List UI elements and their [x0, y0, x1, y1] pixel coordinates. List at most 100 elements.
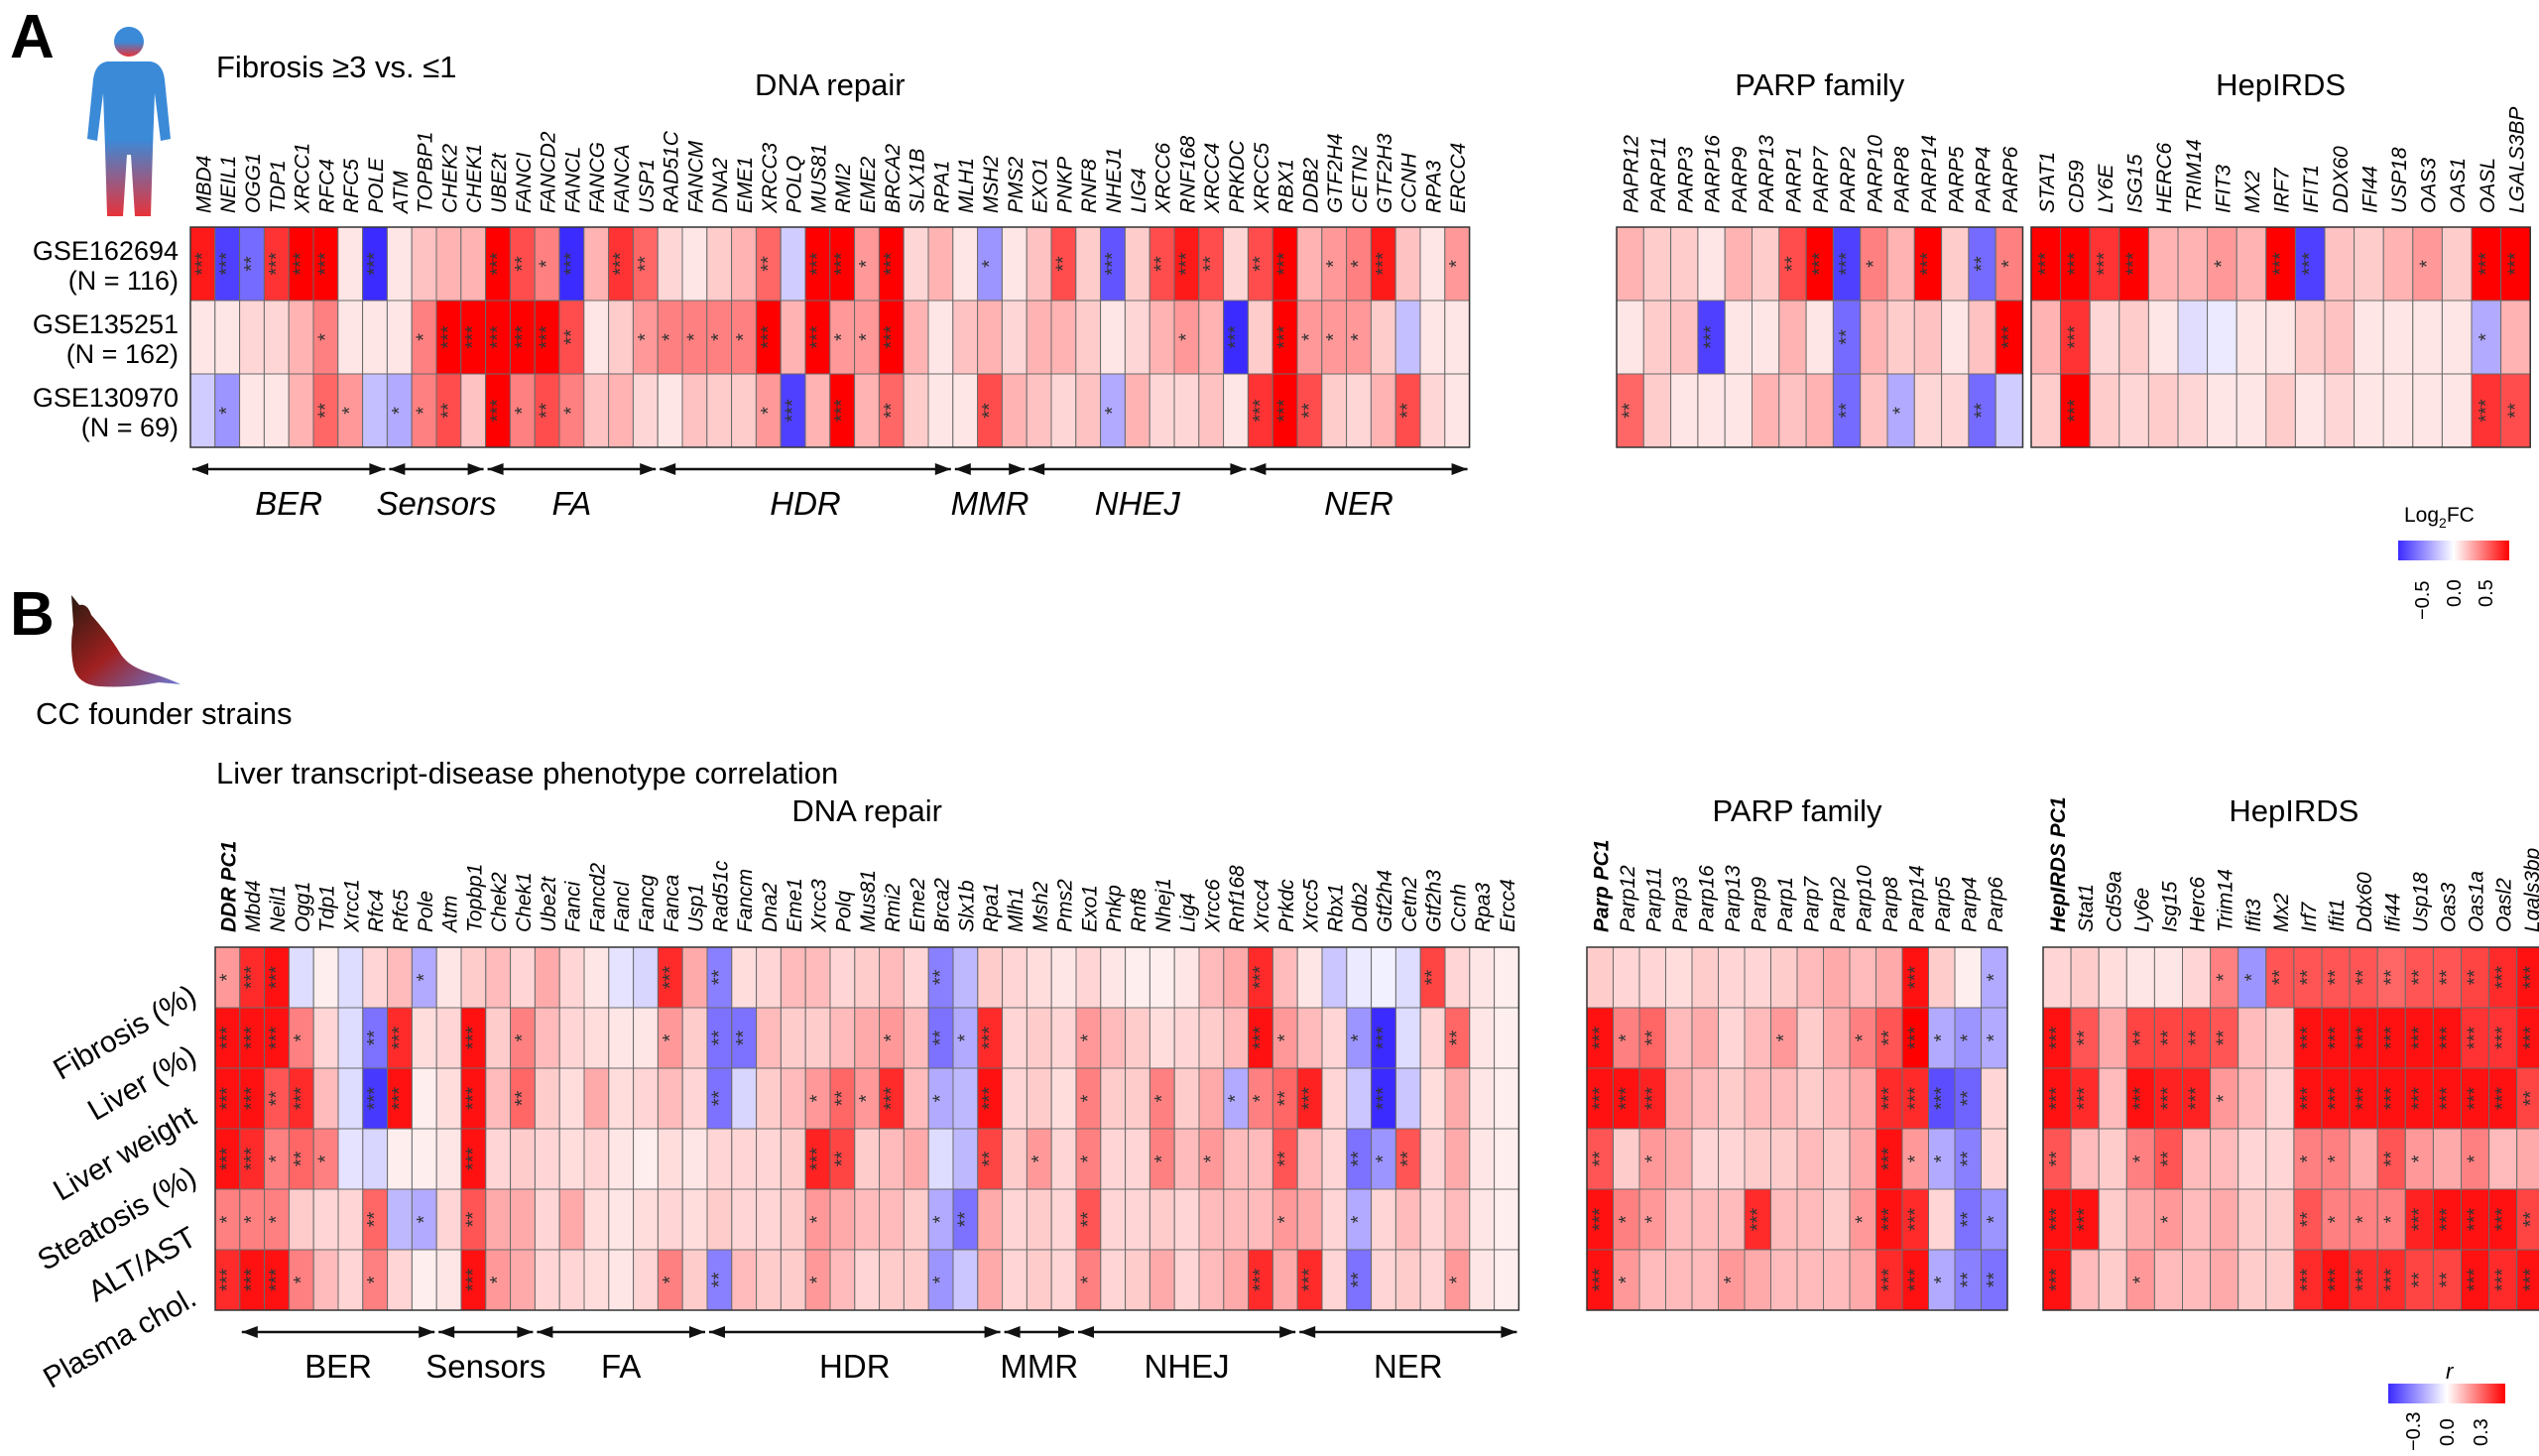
- heatmap-cell: [829, 1188, 856, 1251]
- significance-mark: ***: [191, 252, 213, 276]
- heatmap-cell: [1198, 946, 1225, 1009]
- significance-mark: *: [414, 407, 435, 415]
- heatmap-cell: [288, 1188, 314, 1251]
- heatmap-cell: [2070, 1249, 2100, 1311]
- significance-mark: *: [512, 1033, 534, 1041]
- heatmap-cell: [485, 946, 512, 1009]
- heatmap-cell: [558, 1067, 585, 1130]
- significance-mark: ***: [487, 252, 509, 276]
- arrowhead-left: [1004, 1326, 1021, 1338]
- significance-mark: **: [733, 1031, 755, 1046]
- significance-mark: ***: [881, 325, 903, 349]
- heatmap-cell: [1901, 1007, 1929, 1069]
- significance-mark: **: [2436, 970, 2458, 986]
- significance-mark: **: [462, 1212, 484, 1228]
- heatmap-cell: [2098, 1249, 2127, 1311]
- heatmap-cell: [583, 1249, 610, 1311]
- significance-mark: ***: [758, 325, 780, 349]
- significance-mark: **: [1397, 1152, 1419, 1167]
- significance-mark: ***: [1931, 1087, 1953, 1111]
- significance-mark: **: [1274, 1152, 1296, 1167]
- significance-mark: *: [2129, 1154, 2151, 1162]
- heatmap-cell: [1849, 946, 1876, 1009]
- heatmap-cell: [1321, 1067, 1348, 1130]
- heatmap-cell: [387, 1128, 413, 1190]
- heatmap-cell: [2089, 373, 2120, 448]
- heatmap-cell: [2382, 226, 2414, 302]
- significance-mark: ***: [2325, 1269, 2347, 1292]
- heatmap-cell: [1100, 1007, 1127, 1069]
- heatmap-cell: [2098, 1188, 2127, 1251]
- column-label: LIG4: [1128, 168, 1150, 213]
- significance-mark: ***: [1878, 1087, 1900, 1111]
- significance-mark: **: [831, 1091, 853, 1107]
- arrowhead-right: [419, 1326, 435, 1338]
- heatmap-cell: [411, 226, 437, 302]
- heatmap-cell: [558, 1128, 585, 1190]
- heatmap-cell: [1296, 1249, 1323, 1311]
- heatmap-cell: [1995, 373, 2023, 448]
- heatmap-cell: [1744, 1007, 1771, 1069]
- heatmap-cell: [583, 946, 610, 1009]
- heatmap-cell: [804, 300, 831, 375]
- heatmap-cell: [460, 300, 487, 375]
- heatmap-cell: [1444, 946, 1471, 1009]
- heatmap-cell: [1075, 1067, 1102, 1130]
- column-label: MLH1: [955, 158, 978, 213]
- significance-mark: *: [1348, 1215, 1370, 1223]
- column-label: TRIM14: [2183, 139, 2206, 213]
- heatmap-cell: [1770, 1128, 1798, 1190]
- heatmap-cell: [1444, 1128, 1471, 1190]
- significance-mark: ***: [241, 966, 263, 990]
- heatmap-cell: [1296, 373, 1323, 448]
- significance-mark: ***: [2476, 399, 2497, 423]
- heatmap-cell: [214, 300, 241, 375]
- heatmap-cell: [1849, 1128, 1876, 1190]
- significance-mark: **: [1200, 256, 1222, 272]
- significance-mark: **: [708, 970, 730, 986]
- heatmap-cell: [1271, 1067, 1298, 1130]
- heatmap-cell: [1125, 1067, 1150, 1130]
- significance-mark: ***: [266, 252, 288, 276]
- column-label: Rad51c: [709, 860, 732, 932]
- significance-mark: ***: [1616, 1087, 1637, 1111]
- heatmap-cell: [1954, 1188, 1982, 1251]
- significance-mark: *: [1641, 1215, 1663, 1223]
- heatmap-cell: [952, 946, 979, 1009]
- heatmap-cell: [2354, 300, 2384, 375]
- heatmap-cell: [460, 1249, 487, 1311]
- significance-mark: *: [1773, 1033, 1795, 1041]
- significance-mark: ***: [807, 1148, 829, 1171]
- significance-mark: *: [1904, 1154, 1926, 1162]
- heatmap-cell: [1724, 373, 1753, 448]
- significance-mark: **: [831, 1152, 853, 1167]
- significance-mark: ***: [462, 1027, 484, 1050]
- arrowhead-left: [438, 1326, 455, 1338]
- heatmap-cell: [1346, 1007, 1373, 1069]
- heatmap-cell: [1296, 1188, 1323, 1251]
- heatmap-cell: [1744, 1188, 1771, 1251]
- heatmap-cell: [337, 1128, 364, 1190]
- heatmap-cell: [558, 226, 585, 302]
- significance-mark: ***: [2408, 1208, 2430, 1232]
- heatmap-cell: [2488, 946, 2518, 1009]
- significance-mark: **: [2074, 1031, 2096, 1046]
- column-label: Parp8: [1879, 877, 1902, 932]
- significance-mark: ***: [1225, 325, 1247, 349]
- heatmap-cell: [952, 300, 979, 375]
- heatmap-cell: [1173, 373, 1200, 448]
- heatmap-cell: [1744, 946, 1771, 1009]
- heatmap-cell: [2265, 1007, 2295, 1069]
- heatmap-cell: [1419, 300, 1446, 375]
- heatmap-cell: [681, 1007, 708, 1069]
- heatmap-cell: [312, 1128, 339, 1190]
- heatmap-cell: [1050, 300, 1077, 375]
- heatmap-cell: [2030, 373, 2062, 448]
- significance-mark: ***: [2492, 1208, 2514, 1232]
- heatmap-cell: [854, 300, 880, 375]
- heatmap-cell: [2265, 373, 2296, 448]
- column-label: Mbd4: [242, 880, 265, 932]
- heatmap-cell: [1419, 1188, 1446, 1251]
- heatmap-cell: [1371, 1128, 1396, 1190]
- heatmap-cell: [1198, 226, 1225, 302]
